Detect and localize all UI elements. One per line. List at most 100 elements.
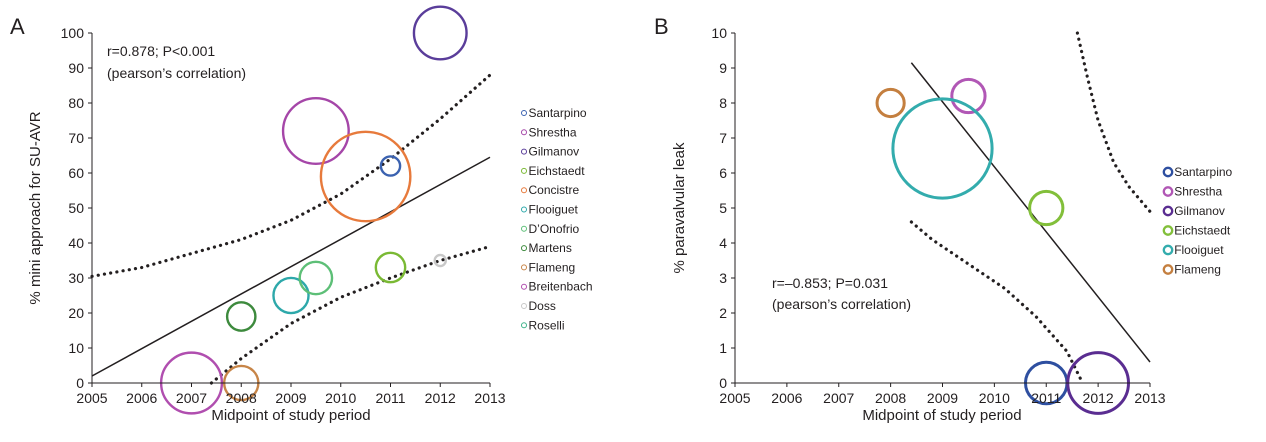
panel-b-x-tick-label: 2009 (927, 390, 958, 406)
panel-b-legend: Santarpino Shrestha Gilmanov Eichstaedt Floo… (1162, 165, 1233, 277)
legend-label: Roselli (529, 318, 565, 332)
panel-a-x-ticks: 2005 2006 2007 2008 2009 2010 2011 2012 2013 (76, 383, 506, 406)
legend-label: Flameng (529, 260, 576, 274)
legend-label: Shrestha (529, 125, 577, 139)
legend-label: Breitenbach (529, 280, 593, 294)
legend-marker-shrestha (1162, 186, 1174, 197)
legend-label: Eichstaedt (529, 164, 586, 178)
legend-label: Eichstaedt (1174, 224, 1231, 238)
panel-a-axes (91, 33, 490, 384)
bubble-flooiguet (272, 276, 310, 315)
legend-marker-santarpino (1162, 166, 1174, 178)
legend-label: D’Onofrio (529, 222, 580, 236)
panel-b-annotation-method: (pearson’s correlation) (772, 296, 911, 312)
legend-marker-martens (521, 245, 527, 252)
legend-marker-flameng (1162, 264, 1174, 275)
panel-a-y-tick-label: 100 (61, 25, 85, 41)
panel-b-x-ticks: 2005 2006 2007 2008 2009 2010 2011 2012 2013 (719, 383, 1166, 406)
legend-marker-flooiguet (1162, 244, 1174, 256)
legend-label: Concistre (529, 183, 580, 197)
bubble-concistre (319, 130, 412, 223)
panel-a-x-tick-label: 2011 (375, 390, 405, 406)
legend-marker-shrestha (521, 129, 527, 136)
panel-a-regression-line (91, 156, 491, 377)
panel-a-x-tick-label: 2005 (76, 390, 107, 406)
panel-b-y-tick-label: 1 (719, 340, 727, 356)
bubble-santarpino (379, 155, 402, 177)
panel-a: A 2005 2006 2007 2008 2009 2010 2011 2012 2013 0… (10, 5, 593, 424)
legend-marker-santarpino (521, 110, 527, 116)
panel-a-annotation-stat: r=0.878; P<0.001 (107, 43, 215, 59)
panel-a-x-tick-label: 2013 (474, 390, 505, 406)
legend-label: Flameng (1174, 263, 1221, 277)
panel-a-y-tick-label: 90 (68, 60, 84, 76)
panel-a-annotation-method: (pearson’s correlation) (107, 65, 246, 81)
panel-b-y-tick-label: 9 (719, 60, 727, 76)
legend-label: Santarpino (1174, 165, 1232, 179)
panel-a-x-tick-label: 2010 (325, 390, 356, 406)
panel-b: B 2005 2006 2007 2008 2009 2010 2011 2012 2013 0… (654, 14, 1233, 424)
panel-a-x-tick-label: 2007 (176, 390, 207, 406)
panel-b-annotation-stat: r=–0.853; P=0.031 (772, 275, 888, 291)
bubble-shrestha (950, 77, 987, 115)
bubble-gilmanov (412, 5, 468, 61)
bubble-eichstaedt (374, 251, 407, 284)
legend-label: Flooiguet (1174, 243, 1224, 257)
panel-b-y-tick-label: 0 (719, 375, 727, 391)
panel-a-y-tick-label: 80 (68, 95, 84, 111)
panel-a-confidence-band (90, 73, 492, 385)
panel-b-y-tick-label: 5 (719, 200, 727, 216)
panel-b-x-tick-label: 2012 (1083, 390, 1114, 406)
panel-b-ci-upper (1075, 31, 1152, 214)
panel-b-x-axis-label: Midpoint of study period (862, 407, 1021, 424)
legend-marker-eichstaedt (521, 167, 527, 174)
panel-a-x-tick-label: 2006 (126, 390, 157, 406)
legend-marker-breitenbach (521, 283, 527, 290)
panel-b-y-axis-label: % paravalvular leak (671, 142, 688, 273)
panel-b-x-tick-label: 2005 (719, 390, 750, 406)
panel-b-y-tick-label: 7 (719, 130, 727, 146)
panel-b-y-tick-label: 2 (719, 305, 727, 321)
bubble-shrestha (281, 96, 350, 166)
panel-b-y-tick-label: 10 (711, 25, 727, 41)
panel-b-x-tick-label: 2013 (1134, 390, 1165, 406)
panel-a-y-tick-label: 0 (76, 375, 84, 391)
legend-marker-gilmanov (521, 148, 527, 155)
panel-b-x-tick-label: 2011 (1031, 390, 1061, 406)
legend-marker-eichstaedt (1162, 225, 1174, 236)
bubble-martens (225, 301, 257, 332)
legend-label: Flooiguet (529, 203, 579, 217)
bubble-donofrio (298, 260, 334, 296)
legend-marker-flooiguet (521, 206, 527, 213)
panel-a-regression (91, 156, 491, 377)
panel-a-y-tick-label: 40 (68, 235, 84, 251)
panel-b-ci-lower (909, 220, 1085, 385)
panel-b-y-tick-label: 4 (719, 235, 727, 251)
bubble-flameng (875, 87, 906, 119)
panel-a-y-tick-label: 20 (68, 305, 84, 321)
panel-a-ci-lower (209, 244, 492, 385)
panel-b-x-tick-label: 2008 (875, 390, 906, 406)
panel-a-y-axis-label: % mini approach for SU-AVR (27, 111, 44, 304)
panel-b-axes (734, 33, 1150, 384)
legend-label: Doss (529, 299, 556, 313)
panel-a-x-axis-label: Midpoint of study period (211, 407, 370, 424)
bubble-eichstaedt (1028, 189, 1065, 227)
bubble-doss (433, 253, 447, 268)
legend-label: Santarpino (529, 106, 587, 120)
legend-label: Gilmanov (1174, 204, 1225, 218)
panel-b-y-tick-label: 6 (719, 165, 727, 181)
panel-a-x-tick-label: 2008 (226, 390, 257, 406)
panel-a-y-tick-label: 50 (68, 200, 84, 216)
panel-b-x-tick-label: 2010 (979, 390, 1010, 406)
panel-a-y-tick-label: 60 (68, 165, 84, 181)
panel-a-legend: Santarpino Shrestha Gilmanov Eichstaedt Conc… (521, 106, 593, 332)
panel-a-y-tick-label: 70 (68, 130, 84, 146)
panel-b-y-tick-label: 8 (719, 95, 727, 111)
panel-b-x-tick-label: 2006 (771, 390, 802, 406)
legend-marker-roselli (521, 322, 527, 329)
panel-a-y-ticks: 0 10 20 30 40 50 60 70 80 90 100 (61, 25, 92, 391)
panel-b-y-tick-label: 3 (719, 270, 727, 286)
legend-marker-concistre (521, 187, 527, 194)
